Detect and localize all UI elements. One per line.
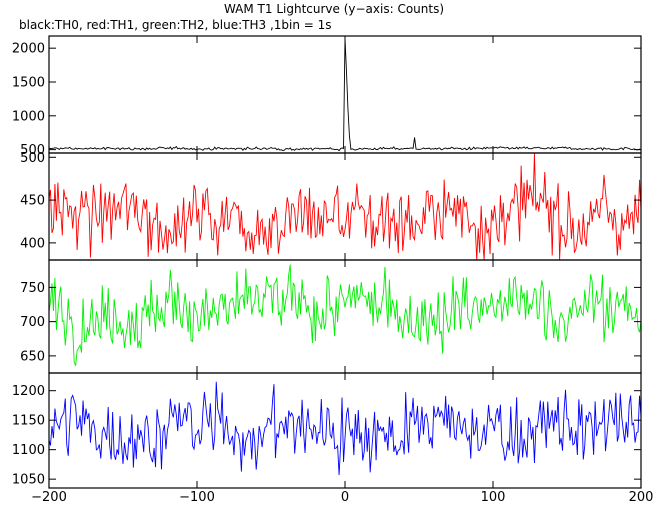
- y-tick-label: 2000: [12, 42, 45, 57]
- y-tick-label: 500: [20, 143, 45, 158]
- chart-title: WAM T1 Lightcurve (y−axis: Counts): [224, 2, 444, 16]
- y-tick-label: 750: [20, 281, 45, 296]
- series-line-th1: [48, 152, 642, 261]
- y-tick-label: 1200: [12, 384, 45, 399]
- y-tick-label: 1050: [12, 473, 45, 488]
- x-tick-label: 100: [481, 490, 506, 505]
- series-line-th0: [48, 38, 642, 152]
- y-tick-label: 400: [20, 236, 45, 251]
- panel-th3: 1050 1100 1150 1200: [12, 372, 642, 489]
- panel-th1: 400 450 500: [20, 151, 642, 261]
- series-line-th2: [48, 264, 642, 366]
- y-tick-label: 1000: [12, 109, 45, 124]
- y-tick-label: 500: [20, 151, 45, 166]
- y-tick-label: 1100: [12, 443, 45, 458]
- y-tick-label: 700: [20, 315, 45, 330]
- y-tick-label: 1150: [12, 414, 45, 429]
- y-tick-label: 450: [20, 194, 45, 209]
- y-tick-label: 1500: [12, 75, 45, 90]
- x-tick-label: −200: [31, 490, 67, 505]
- x-axis: −200 −100 0 100 200: [31, 490, 653, 505]
- panel-th0: 500 1000 1500 2000: [12, 35, 642, 158]
- x-tick-label: 200: [629, 490, 654, 505]
- x-tick-label: −100: [179, 490, 215, 505]
- x-tick-label: 0: [341, 490, 349, 505]
- y-tick-label: 650: [20, 349, 45, 364]
- chart-subtitle: black:TH0, red:TH1, green:TH2, blue:TH3 …: [19, 18, 332, 32]
- panel-th2: 650 700 750: [20, 259, 642, 374]
- series-line-th3: [48, 381, 642, 475]
- panels: 500 1000 1500 2000 400 450 500 650 700 750 1050 110…: [12, 35, 642, 489]
